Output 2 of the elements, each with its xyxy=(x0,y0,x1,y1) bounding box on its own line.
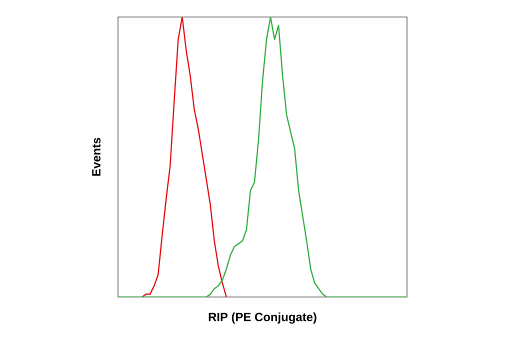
x-axis-title: RIP (PE Conjugate) xyxy=(208,312,316,324)
y-axis-title: Events xyxy=(92,138,101,176)
